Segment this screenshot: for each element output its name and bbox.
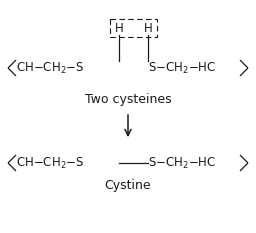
Text: Cystine: Cystine [105, 179, 151, 192]
Text: H: H [115, 21, 123, 34]
Text: CH$-$CH$_2$$-$S: CH$-$CH$_2$$-$S [16, 155, 84, 171]
Text: CH$-$CH$_2$$-$S: CH$-$CH$_2$$-$S [16, 60, 84, 75]
Text: S$-$CH$_2$$-$HC: S$-$CH$_2$$-$HC [148, 155, 216, 171]
Text: S$-$CH$_2$$-$HC: S$-$CH$_2$$-$HC [148, 60, 216, 75]
Bar [110, 19, 157, 37]
Text: H: H [144, 21, 152, 34]
Text: Two cysteines: Two cysteines [85, 93, 171, 106]
